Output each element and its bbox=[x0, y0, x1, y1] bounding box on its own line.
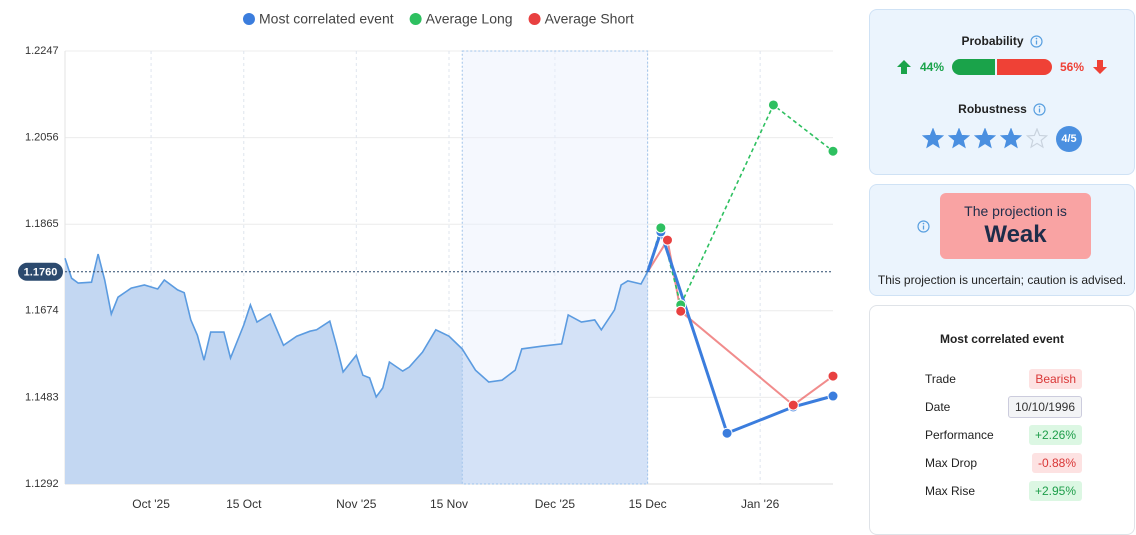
projection-point bbox=[827, 390, 839, 402]
info-icon[interactable] bbox=[1033, 102, 1046, 116]
row-label: Date bbox=[925, 400, 951, 414]
highlight-range bbox=[461, 50, 649, 485]
row-value: +2.26% bbox=[1028, 425, 1082, 445]
star-shape bbox=[922, 128, 944, 149]
y-tick-label: 1.2056 bbox=[25, 132, 59, 144]
event-row: Max Rise +2.95% bbox=[925, 480, 1082, 502]
x-tick-label: 15 Dec bbox=[629, 497, 667, 511]
robustness-title: Robustness bbox=[958, 102, 1027, 116]
info-icon[interactable] bbox=[1029, 34, 1043, 48]
row-label: Max Rise bbox=[925, 484, 976, 498]
strength-box: The projection is Weak bbox=[940, 193, 1091, 259]
x-tick-label: 15 Oct bbox=[226, 497, 262, 511]
star bbox=[1026, 128, 1048, 149]
info-icon[interactable] bbox=[917, 220, 930, 233]
robustness-score: 4/5 bbox=[1061, 133, 1077, 145]
projection-point bbox=[767, 99, 779, 111]
star bbox=[948, 128, 970, 149]
row-value: Bearish bbox=[1029, 369, 1082, 389]
star-shape bbox=[974, 128, 996, 149]
star bbox=[1000, 128, 1022, 149]
robustness-heading: Robustness bbox=[870, 102, 1134, 116]
probability-bar bbox=[952, 59, 1052, 75]
event-title: Most correlated event bbox=[939, 332, 1065, 346]
strength-prefix: The projection is bbox=[964, 203, 1067, 219]
y-tick-label: 1.1865 bbox=[25, 218, 59, 230]
event-row: Date 10/10/1996 bbox=[925, 396, 1082, 418]
projection-point bbox=[721, 427, 733, 439]
row-label: Max Drop bbox=[925, 456, 978, 470]
x-tick-label: Dec '25 bbox=[535, 497, 576, 511]
price-line bbox=[64, 253, 649, 399]
star-shape bbox=[1026, 128, 1048, 149]
projection-line bbox=[646, 237, 834, 407]
up-arrow bbox=[896, 60, 911, 74]
event-panel: Most correlated event Trade Bearish Date 1… bbox=[869, 305, 1135, 535]
row-value: -0.88% bbox=[1031, 453, 1082, 473]
page: {"chart_data": { "type": "line", "legend… bbox=[18, 9, 1135, 535]
row-label: Trade bbox=[925, 372, 956, 386]
event-row: Max Drop -0.88% bbox=[925, 452, 1082, 474]
event-row: Performance +2.26% bbox=[925, 424, 1082, 446]
reference-badge bbox=[18, 262, 63, 281]
projection-point bbox=[787, 399, 799, 411]
legend-label: Most correlated event bbox=[259, 11, 394, 27]
strength-value: Weak bbox=[984, 221, 1047, 248]
long-segment bbox=[952, 59, 996, 75]
x-tick-label: Jan '26 bbox=[741, 497, 780, 511]
projection-point bbox=[675, 305, 687, 317]
reference-label: 1.1760 bbox=[24, 267, 58, 279]
star-shape bbox=[948, 128, 970, 149]
price-area bbox=[65, 254, 648, 484]
star-shape bbox=[1000, 128, 1022, 149]
row-label: Performance bbox=[925, 428, 994, 442]
y-tick-label: 1.2247 bbox=[25, 45, 59, 57]
y-tick-label: 1.1674 bbox=[25, 305, 59, 317]
star bbox=[922, 128, 944, 149]
x-tick-label: Nov '25 bbox=[336, 497, 377, 511]
short-probability: 56% bbox=[1060, 60, 1085, 74]
projection-point bbox=[661, 234, 673, 246]
projection-point bbox=[655, 222, 667, 234]
probability-title: Probability bbox=[961, 34, 1024, 48]
long-probability: 44% bbox=[919, 60, 944, 74]
row-value: +2.95% bbox=[1028, 481, 1082, 501]
projection-note: This projection is uncertain; caution is… bbox=[877, 273, 1127, 287]
stats-panel: Probability 44% 56% Robustness 4/5 bbox=[869, 9, 1135, 175]
legend-marker bbox=[528, 13, 541, 25]
legend-label: Average Long bbox=[426, 11, 513, 27]
x-tick-label: Oct '25 bbox=[132, 497, 170, 511]
probability-heading: Probability bbox=[870, 34, 1134, 48]
chart: 1.1292 1.1483 1.1674 1.1865 1.2056 1.2247 Oct … bbox=[18, 11, 839, 511]
projection-panel: The projection is Weak This projection i… bbox=[869, 184, 1135, 296]
legend-marker bbox=[409, 13, 422, 25]
row-value: 10/10/1996 bbox=[1007, 396, 1082, 418]
legend-label: Average Short bbox=[545, 11, 634, 27]
legend-marker bbox=[243, 13, 255, 25]
probability-row: 44% 56% bbox=[870, 59, 1134, 75]
projection-point bbox=[827, 370, 839, 382]
down-arrow bbox=[1093, 60, 1108, 74]
y-tick-label: 1.1292 bbox=[25, 478, 59, 490]
robustness-badge: 4/5 bbox=[1056, 126, 1082, 152]
short-segment bbox=[997, 59, 1052, 75]
robustness-stars: 4/5 bbox=[870, 126, 1134, 152]
event-row: Trade Bearish bbox=[925, 368, 1082, 390]
y-tick-label: 1.1483 bbox=[25, 391, 59, 403]
projection-point bbox=[827, 145, 839, 157]
star bbox=[974, 128, 996, 149]
x-tick-label: 15 Nov bbox=[430, 497, 468, 511]
projection-line bbox=[646, 227, 834, 436]
